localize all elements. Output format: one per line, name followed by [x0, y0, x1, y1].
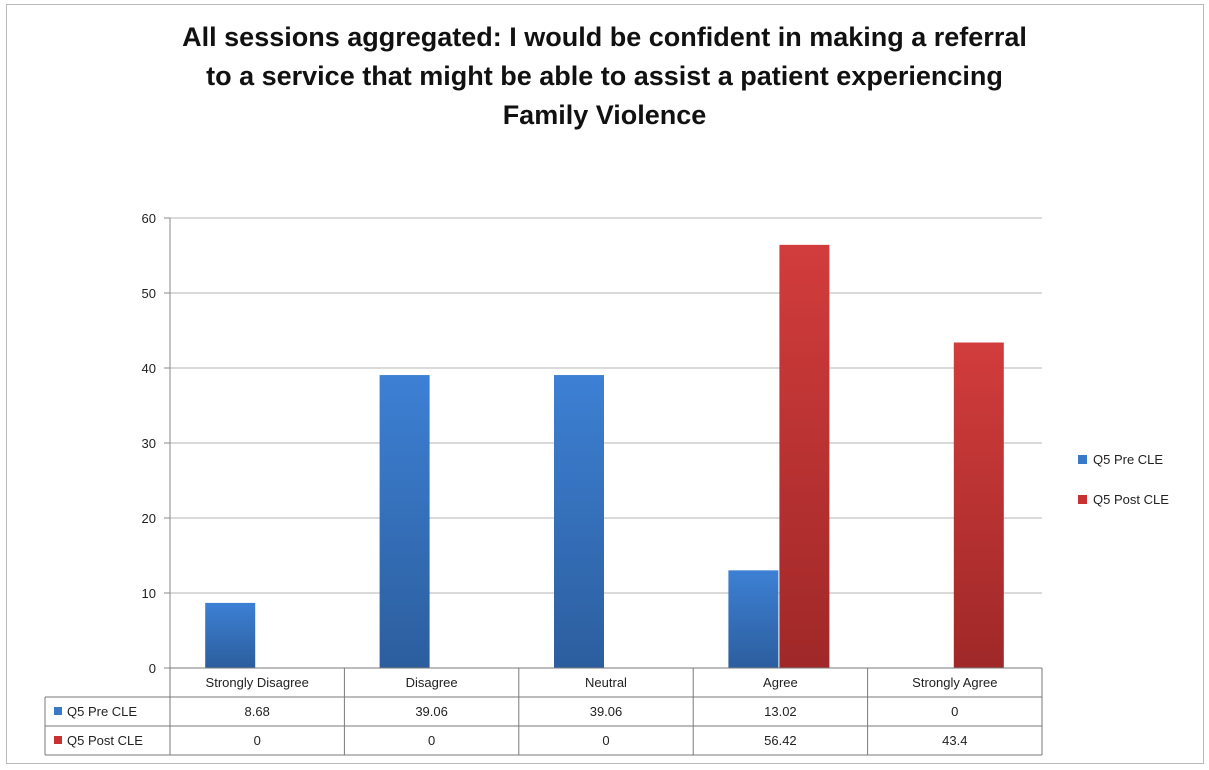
chart-title-line-3: Family Violence: [502, 100, 707, 130]
bar-post-strongly-agree: [953, 342, 1004, 668]
gridlines: [170, 217, 1042, 669]
y-tick-label: 0: [149, 661, 156, 676]
y-axis: 0 10 20 30 40 50 60: [142, 211, 171, 676]
bar-pre-strongly-disagree: [205, 602, 256, 668]
y-tick-label: 40: [142, 361, 156, 376]
category-label: Strongly Disagree: [206, 675, 309, 690]
bar-pre-agree: [728, 570, 779, 668]
legend-swatch: [1078, 455, 1087, 464]
table-value-cell: 0: [951, 704, 958, 719]
table-value-cell: 39.06: [415, 704, 448, 719]
chart-title-line-2: to a service that might be able to assis…: [206, 61, 1003, 91]
table-value-cell: 56.42: [764, 733, 797, 748]
y-tick-label: 50: [142, 286, 156, 301]
table-value-cell: 39.06: [590, 704, 623, 719]
category-label: Disagree: [406, 675, 458, 690]
legend-label: Q5 Post CLE: [1093, 492, 1169, 507]
table-series-swatch: [54, 707, 62, 715]
legend-swatch: [1078, 495, 1087, 504]
category-label: Neutral: [585, 675, 627, 690]
table-value-cell: 13.02: [764, 704, 797, 719]
legend-label: Q5 Pre CLE: [1093, 452, 1163, 467]
bar-post-agree: [779, 244, 830, 668]
y-tick-label: 60: [142, 211, 156, 226]
y-tick-label: 10: [142, 586, 156, 601]
legend: Q5 Pre CLE Q5 Post CLE: [1078, 452, 1169, 507]
table-value-cell: 0: [602, 733, 609, 748]
bar-pre-neutral: [554, 375, 604, 668]
table-value-cell: 8.68: [245, 704, 270, 719]
table-value-cell: 0: [428, 733, 435, 748]
bars: [205, 244, 1004, 668]
category-label: Agree: [763, 675, 798, 690]
y-tick-label: 20: [142, 511, 156, 526]
chart-title: All sessions aggregated: I would be conf…: [0, 18, 1209, 135]
table-series-swatch: [54, 736, 62, 744]
chart-title-line-1: All sessions aggregated: I would be conf…: [182, 22, 1027, 52]
y-tick-label: 30: [142, 436, 156, 451]
data-table: Strongly Disagree Disagree Neutral Agree Str…: [44, 667, 1043, 756]
table-value-cell: 43.4: [942, 733, 967, 748]
bar-pre-disagree: [379, 375, 430, 668]
table-series-label: Q5 Pre CLE: [67, 704, 137, 719]
table-series-label: Q5 Post CLE: [67, 733, 143, 748]
category-label: Strongly Agree: [912, 675, 997, 690]
table-value-cell: 0: [254, 733, 261, 748]
